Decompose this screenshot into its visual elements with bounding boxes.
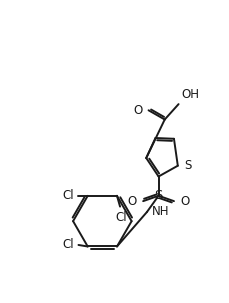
- Text: S: S: [185, 159, 192, 172]
- Text: NH: NH: [152, 205, 169, 218]
- Text: Cl: Cl: [62, 238, 74, 251]
- Text: O: O: [180, 195, 189, 208]
- Text: Cl: Cl: [116, 211, 127, 224]
- Text: O: O: [128, 195, 137, 208]
- Text: OH: OH: [182, 88, 200, 101]
- Text: S: S: [154, 189, 163, 202]
- Text: O: O: [133, 104, 142, 117]
- Text: Cl: Cl: [62, 189, 74, 202]
